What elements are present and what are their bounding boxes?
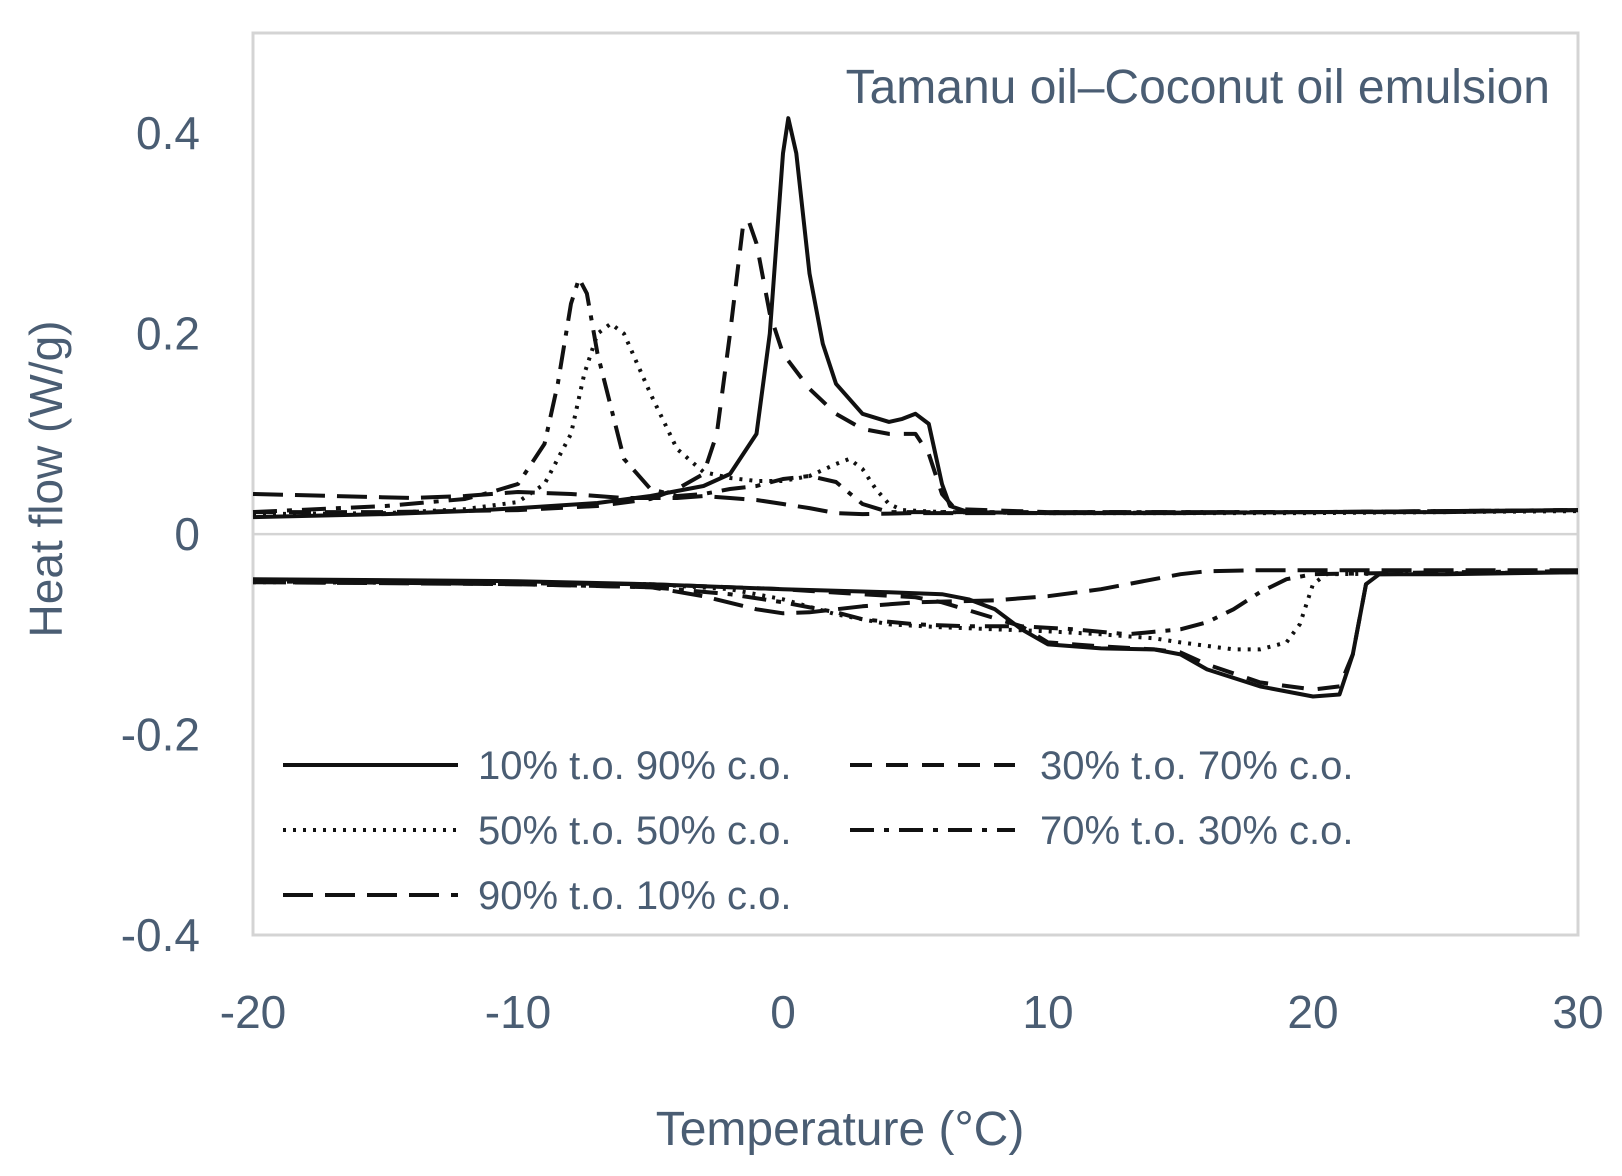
y-tick-labels: -0.4 -0.2 0 0.2 0.4: [121, 107, 200, 961]
x-tick-label: 30: [1552, 986, 1603, 1038]
series-line-heating: [252, 569, 1579, 637]
series-line-cooling: [252, 490, 1579, 517]
y-axis-label: Heat flow (W/g): [20, 321, 72, 638]
legend: 10% t.o. 90% c.o. 30% t.o. 70% c.o. 50% t.…: [283, 744, 1354, 918]
legend-label: 90% t.o. 10% c.o.: [478, 874, 792, 918]
x-tick-label: 10: [1022, 986, 1073, 1038]
series-line-cooling: [252, 276, 1579, 515]
legend-label: 50% t.o. 50% c.o.: [478, 809, 792, 853]
x-tick-label: -10: [485, 986, 551, 1038]
series-group: [252, 276, 1579, 637]
y-tick-label: 0: [174, 508, 200, 560]
series-group: [252, 490, 1579, 616]
legend-label: 70% t.o. 30% c.o.: [1040, 809, 1354, 853]
plot-frame: [251, 31, 1580, 937]
legend-label: 30% t.o. 70% c.o.: [1040, 744, 1354, 788]
series-group: [252, 321, 1579, 652]
series-line-heating: [252, 570, 1579, 652]
chart-title: Tamanu oil–Coconut oil emulsion: [846, 61, 1550, 114]
series-line-heating: [252, 570, 1579, 692]
legend-label: 10% t.o. 90% c.o.: [478, 744, 792, 788]
x-tick-labels: -20 -10 0 10 20 30: [220, 986, 1604, 1038]
y-tick-label: 0.2: [136, 308, 200, 360]
x-tick-label: 20: [1287, 986, 1338, 1038]
y-tick-label: 0.4: [136, 107, 200, 159]
y-tick-label: -0.4: [121, 909, 200, 961]
series-line-cooling: [252, 321, 1579, 517]
series-lines: [252, 116, 1579, 699]
x-axis-label: Temperature (°C): [656, 1103, 1025, 1156]
series-line-heating: [252, 568, 1578, 616]
y-tick-label: -0.2: [121, 709, 200, 761]
x-tick-label: 0: [770, 986, 796, 1038]
x-tick-label: -20: [220, 986, 286, 1038]
